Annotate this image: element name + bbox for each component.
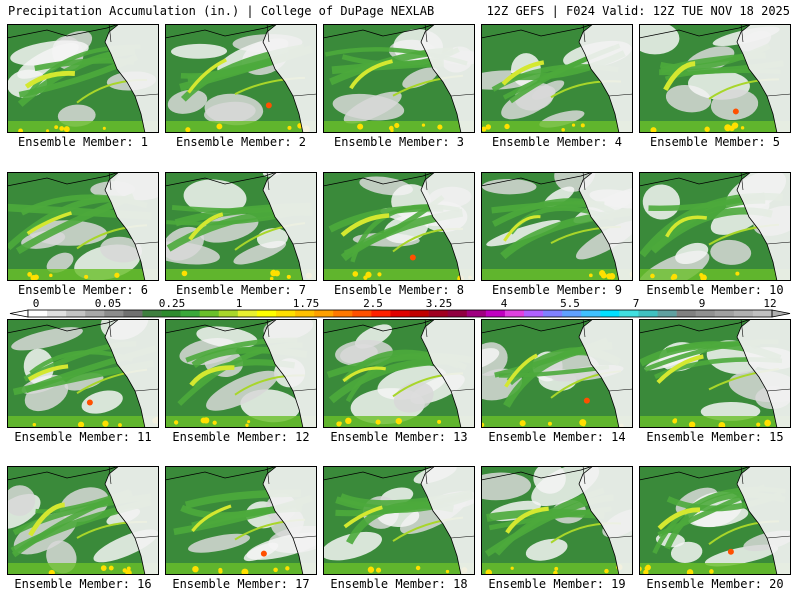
ensemble-member-label: Ensemble Member: 1	[17, 135, 149, 149]
ensemble-member-map	[481, 466, 633, 575]
colorbar-swatch	[352, 310, 372, 317]
colorbar-swatch	[314, 310, 334, 317]
ensemble-member-map	[165, 172, 317, 281]
ensemble-member-label: Ensemble Member: 8	[333, 283, 465, 297]
colorbar-swatch	[276, 310, 296, 317]
colorbar-tick-label: 1	[236, 298, 243, 310]
ensemble-member-label: Ensemble Member: 6	[17, 283, 149, 297]
colorbar-swatch	[390, 310, 410, 317]
colorbar-tick-label: 3.25	[426, 298, 453, 310]
ensemble-member-map	[323, 466, 475, 575]
ensemble-member-label: Ensemble Member: 14	[488, 430, 626, 444]
ensemble-member-map	[323, 172, 475, 281]
ensemble-member-map	[323, 319, 475, 428]
colorbar-swatch	[180, 310, 200, 317]
ensemble-member-map	[7, 319, 159, 428]
ensemble-member-map	[165, 466, 317, 575]
colorbar-swatch	[28, 310, 48, 317]
ensemble-member-label: Ensemble Member: 20	[646, 577, 784, 591]
colorbar-swatch	[104, 310, 124, 317]
colorbar-swatch	[504, 310, 525, 317]
ensemble-member-label: Ensemble Member: 9	[491, 283, 623, 297]
colorbar-swatch	[371, 310, 391, 317]
colorbar-swatch	[333, 310, 353, 317]
ensemble-member-map	[481, 172, 633, 281]
ensemble-member-label: Ensemble Member: 5	[649, 135, 781, 149]
colorbar-tick-label: 0.25	[159, 298, 186, 310]
colorbar-tick-label: 5.5	[560, 298, 580, 310]
colorbar-tick-label: 0	[33, 298, 40, 310]
ensemble-member-label: Ensemble Member: 17	[172, 577, 310, 591]
colorbar-swatch	[581, 310, 601, 317]
colorbar-swatch	[409, 310, 429, 317]
colorbar-tick-label: 4	[501, 298, 508, 310]
colorbar-swatch	[543, 310, 563, 317]
ensemble-member-map	[639, 466, 791, 575]
colorbar-swatch	[295, 310, 315, 317]
colorbar-swatch	[447, 310, 468, 317]
colorbar-tick-label: 12	[763, 298, 776, 310]
colorbar-swatch	[466, 310, 487, 317]
colorbar-swatch	[733, 310, 754, 317]
chart-title: Precipitation Accumulation (in.) | Colle…	[8, 4, 435, 18]
colorbar-swatch	[256, 310, 277, 317]
colorbar-swatch	[428, 310, 448, 317]
precip-colorbar: 0 0.05 0.25 1 1.75 2.5 3.25 4 5.5 7 9 12	[9, 298, 791, 318]
ensemble-member-label: Ensemble Member: 10	[646, 283, 784, 297]
colorbar-swatch	[485, 310, 506, 317]
colorbar-swatch	[714, 310, 735, 317]
colorbar-swatch	[123, 310, 143, 317]
ensemble-member-label: Ensemble Member: 12	[172, 430, 310, 444]
ensemble-member-label: Ensemble Member: 4	[491, 135, 623, 149]
ensemble-member-label: Ensemble Member: 19	[488, 577, 626, 591]
colorbar-swatch	[66, 310, 86, 317]
colorbar-swatch	[562, 310, 582, 317]
ensemble-member-map	[481, 319, 633, 428]
colorbar-swatch	[47, 310, 67, 317]
colorbar-swatch	[524, 310, 544, 317]
colorbar-tick-label: 9	[699, 298, 706, 310]
colorbar-swatch	[657, 310, 677, 317]
ensemble-member-label: Ensemble Member: 3	[333, 135, 465, 149]
colorbar-swatch	[199, 310, 220, 317]
ensemble-member-map	[7, 466, 159, 575]
ensemble-member-map	[7, 24, 159, 133]
colorbar-swatch	[752, 310, 773, 317]
colorbar-swatch	[237, 310, 258, 317]
ensemble-member-map	[639, 319, 791, 428]
ensemble-member-label: Ensemble Member: 11	[14, 430, 152, 444]
ensemble-member-map	[7, 172, 159, 281]
colorbar-swatch	[142, 310, 162, 317]
ensemble-member-label: Ensemble Member: 13	[330, 430, 468, 444]
colorbar-tick-label: 2.5	[363, 298, 383, 310]
colorbar-swatch	[638, 310, 658, 317]
ensemble-member-map	[323, 24, 475, 133]
ensemble-member-map	[639, 172, 791, 281]
ensemble-member-map	[639, 24, 791, 133]
colorbar-swatch	[600, 310, 620, 317]
run-valid-time: 12Z GEFS | F024 Valid: 12Z TUE NOV 18 20…	[486, 4, 790, 18]
colorbar-swatch	[676, 310, 696, 317]
ensemble-member-label: Ensemble Member: 2	[175, 135, 307, 149]
colorbar-swatch	[695, 310, 716, 317]
colorbar-swatch	[161, 310, 181, 317]
ensemble-member-label: Ensemble Member: 15	[646, 430, 784, 444]
ensemble-member-label: Ensemble Member: 7	[175, 283, 307, 297]
colorbar-tick-label: 1.75	[293, 298, 320, 310]
ensemble-member-map	[165, 24, 317, 133]
colorbar-tick-label: 0.05	[95, 298, 122, 310]
colorbar-swatch	[218, 310, 239, 317]
colorbar-swatch	[85, 310, 105, 317]
ensemble-member-label: Ensemble Member: 16	[14, 577, 152, 591]
colorbar-swatch	[619, 310, 639, 317]
ensemble-member-map	[481, 24, 633, 133]
ensemble-member-map	[165, 319, 317, 428]
colorbar-tick-label: 7	[633, 298, 640, 310]
ensemble-member-label: Ensemble Member: 18	[330, 577, 468, 591]
